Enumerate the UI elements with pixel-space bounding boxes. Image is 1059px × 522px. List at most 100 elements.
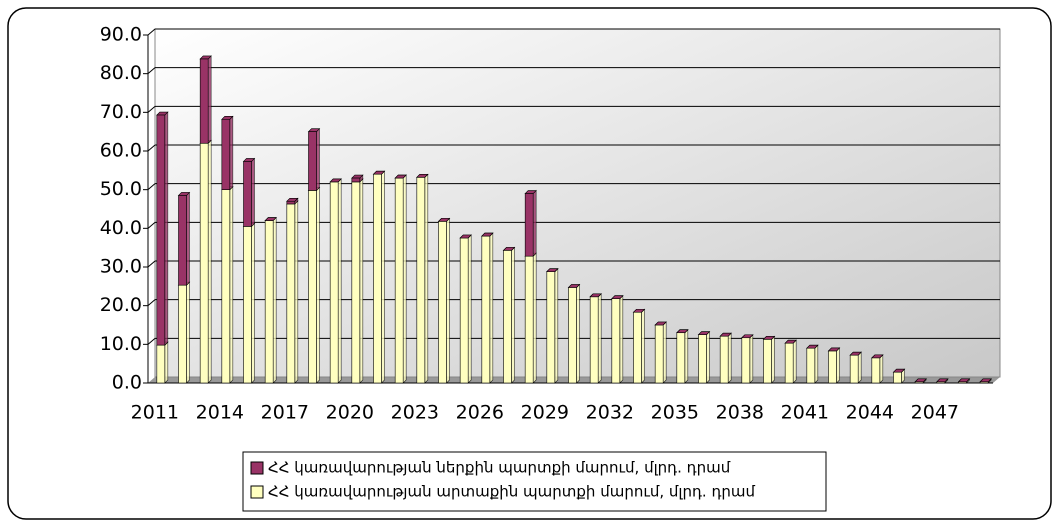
bar-face — [337, 178, 342, 384]
bar — [567, 284, 581, 288]
bar — [524, 189, 537, 257]
x-tick-label: 2032 — [586, 402, 634, 424]
bar — [242, 222, 256, 384]
bar — [632, 308, 646, 313]
bar-face — [394, 177, 404, 384]
y-tick-label: 30.0 — [100, 256, 142, 278]
bar — [221, 115, 234, 191]
bar — [546, 268, 559, 272]
bar — [871, 354, 884, 359]
grid-line — [147, 28, 156, 36]
bar-face — [251, 222, 255, 384]
bar — [936, 378, 949, 383]
bar — [827, 347, 841, 384]
bar — [567, 283, 581, 384]
bar-face — [316, 186, 320, 384]
bar — [307, 186, 321, 384]
bar-face — [676, 332, 686, 384]
bar-face — [914, 378, 927, 383]
bar — [849, 351, 862, 356]
bar-face — [532, 252, 537, 384]
bar-face — [784, 339, 797, 344]
grid-line — [147, 183, 156, 191]
y-tick-label: 50.0 — [100, 178, 142, 200]
bar — [719, 332, 732, 384]
bar-face — [178, 284, 187, 384]
bar-face — [806, 347, 816, 384]
bar-face — [849, 351, 862, 356]
bar-face — [459, 237, 469, 384]
bar — [459, 234, 472, 384]
bar-face — [221, 189, 231, 384]
legend-swatch — [250, 485, 264, 499]
bar-face — [836, 347, 840, 384]
bar-face — [329, 181, 339, 384]
x-tick-label: 2035 — [651, 402, 699, 424]
bar — [329, 178, 342, 183]
bar-face — [879, 354, 884, 384]
bar — [719, 332, 732, 337]
bar-face — [589, 293, 602, 298]
bar-face — [446, 217, 450, 384]
bar-face — [156, 114, 166, 346]
bar-face — [264, 217, 277, 221]
bar — [697, 331, 711, 335]
bar-face — [164, 111, 169, 346]
x-tick-label: 2029 — [521, 402, 569, 424]
bar-face — [633, 311, 642, 384]
bar — [741, 334, 754, 339]
bar-face — [437, 218, 451, 222]
bar-face — [893, 371, 902, 384]
bar-face — [207, 139, 212, 384]
bar — [611, 294, 624, 384]
legend-label: ՀՀ կառավարության արտաքին պարտքի մարում, … — [268, 483, 756, 501]
bar — [307, 127, 321, 192]
bar-face — [416, 176, 426, 384]
bar — [351, 174, 364, 183]
x-tick-label: 2044 — [846, 402, 894, 424]
bar — [199, 139, 212, 384]
bar-face — [654, 324, 664, 384]
bar — [827, 347, 841, 352]
bar-face — [546, 271, 556, 384]
bar-face — [632, 308, 646, 313]
bar-face — [186, 191, 190, 286]
bar — [849, 351, 862, 384]
bar-face — [229, 115, 234, 191]
bar — [741, 334, 754, 384]
bar-face — [806, 344, 819, 349]
bar — [264, 216, 277, 384]
grid-line — [147, 260, 156, 268]
bar-face — [481, 235, 491, 384]
bar-face — [503, 250, 512, 384]
bar — [502, 246, 516, 384]
bar — [806, 344, 819, 349]
bar — [654, 321, 667, 384]
bar-face — [719, 332, 732, 337]
bar-face — [589, 296, 599, 384]
bar-face — [351, 177, 361, 183]
bar — [762, 336, 776, 340]
bar-face — [727, 332, 732, 384]
bar — [524, 252, 537, 384]
bar — [156, 111, 169, 346]
grid-line — [147, 144, 156, 152]
bar — [957, 378, 971, 383]
bar-face — [684, 329, 689, 384]
bar-face — [251, 157, 255, 228]
bar-face — [511, 246, 515, 384]
bar-face — [697, 331, 711, 335]
bar-face — [641, 308, 645, 384]
bar — [286, 200, 299, 384]
bar — [611, 295, 624, 300]
bar — [676, 329, 689, 384]
grid-line — [147, 105, 156, 113]
x-tick-label: 2020 — [326, 402, 374, 424]
bar-face — [481, 232, 494, 237]
bar — [784, 339, 797, 344]
y-tick-label: 10.0 — [100, 333, 142, 355]
bar — [697, 330, 711, 384]
bar-face — [792, 339, 797, 384]
bar-face — [741, 337, 751, 384]
